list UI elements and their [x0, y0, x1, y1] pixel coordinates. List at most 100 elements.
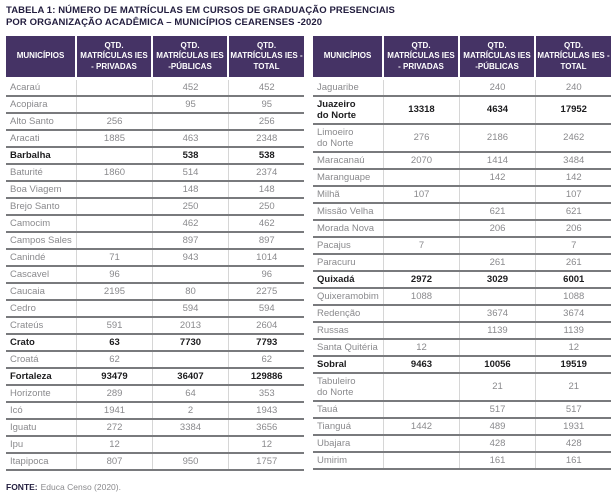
qtd-total-cell: 21: [534, 372, 611, 402]
qtd-total-cell: 261: [534, 253, 611, 272]
qtd-total-cell: 1943: [227, 401, 304, 420]
qtd-privadas-cell: 9463: [382, 355, 459, 374]
qtd-publicas-cell: 538: [151, 146, 228, 165]
table-row: Tianguá 1442 489 1931: [313, 417, 611, 436]
municipality-cell: Santa Quitéria: [313, 338, 383, 357]
table-row: Santa Quitéria 12 12: [313, 338, 611, 357]
table-row: Cedro 594 594: [6, 299, 304, 318]
qtd-publicas-cell: 462: [151, 214, 228, 233]
qtd-privadas-cell: [382, 253, 459, 272]
municipality-cell: Croatá: [6, 350, 76, 369]
table-row: Boa Viagem 148 148: [6, 180, 304, 199]
col-header-ies-privadas: QTD. MATRÍCULAS IES - PRIVADAS: [75, 35, 152, 80]
qtd-total-cell: 161: [534, 451, 611, 470]
table-row: Fortaleza 93479 36407 129886: [6, 367, 304, 386]
col-header-municipios: MUNICÍPIOS: [313, 35, 383, 80]
table-row: Maracanaú 2070 1414 3484: [313, 151, 611, 170]
header-row: MUNICÍPIOS QTD. MATRÍCULAS IES - PRIVADA…: [313, 35, 611, 80]
qtd-privadas-cell: [382, 434, 459, 453]
qtd-publicas-cell: 80: [151, 282, 228, 301]
qtd-privadas-cell: 1442: [382, 417, 459, 436]
qtd-publicas-cell: 2186: [458, 123, 535, 153]
table-row: Umirim 161 161: [313, 451, 611, 470]
table-row: Cascavel 96 96: [6, 265, 304, 284]
municipality-cell: Acaraú: [6, 78, 76, 97]
municipality-cell: Acopiara: [6, 95, 76, 114]
qtd-total-cell: 621: [534, 202, 611, 221]
qtd-privadas-cell: 1860: [75, 163, 152, 182]
qtd-total-cell: 240: [534, 78, 611, 97]
qtd-total-cell: 12: [534, 338, 611, 357]
right-table: MUNICÍPIOS QTD. MATRÍCULAS IES - PRIVADA…: [313, 35, 611, 470]
table-row: Juazeiro do Norte 13318 4634 17952: [313, 95, 611, 125]
table-row: Icó 1941 2 1943: [6, 401, 304, 420]
table-row: Caucaia 2195 80 2275: [6, 282, 304, 301]
municipality-cell: Horizonte: [6, 384, 76, 403]
table-row: Crateús 591 2013 2604: [6, 316, 304, 335]
municipality-cell: Paracuru: [313, 253, 383, 272]
municipality-cell: Crato: [6, 333, 76, 352]
qtd-total-cell: 107: [534, 185, 611, 204]
qtd-publicas-cell: [151, 350, 228, 369]
qtd-privadas-cell: [75, 95, 152, 114]
qtd-publicas-cell: 594: [151, 299, 228, 318]
municipality-cell: Tianguá: [313, 417, 383, 436]
municipality-cell: Camocim: [6, 214, 76, 233]
qtd-privadas-cell: 256: [75, 112, 152, 131]
qtd-total-cell: 1931: [534, 417, 611, 436]
qtd-publicas-cell: 250: [151, 197, 228, 216]
municipality-cell: Milhã: [313, 185, 383, 204]
qtd-publicas-cell: 3674: [458, 304, 535, 323]
table-row: Brejo Santo 250 250: [6, 197, 304, 216]
qtd-total-cell: 142: [534, 168, 611, 187]
qtd-publicas-cell: 21: [458, 372, 535, 402]
table-row: Ipu 12 12: [6, 435, 304, 454]
right-table-body: Jaguaribe 240 240 Juazeiro do Norte 13318 463…: [313, 78, 611, 470]
municipality-cell: Jaguaribe: [313, 78, 383, 97]
qtd-publicas-cell: 240: [458, 78, 535, 97]
table-row: Quixeramobim 1088 1088: [313, 287, 611, 306]
qtd-publicas-cell: 2013: [151, 316, 228, 335]
qtd-total-cell: 3656: [227, 418, 304, 437]
municipality-cell: Cedro: [6, 299, 76, 318]
table-row: Campos Sales 897 897: [6, 231, 304, 250]
qtd-publicas-cell: 2: [151, 401, 228, 420]
source-note: FONTE: Educa Censo (2020).: [6, 482, 610, 492]
table-row: Baturité 1860 514 2374: [6, 163, 304, 182]
qtd-total-cell: 353: [227, 384, 304, 403]
municipality-cell: Crateús: [6, 316, 76, 335]
qtd-publicas-cell: 3384: [151, 418, 228, 437]
qtd-publicas-cell: [151, 435, 228, 454]
qtd-privadas-cell: [382, 168, 459, 187]
qtd-total-cell: 1088: [534, 287, 611, 306]
qtd-publicas-cell: 10056: [458, 355, 535, 374]
qtd-privadas-cell: [382, 304, 459, 323]
table-row: Morada Nova 206 206: [313, 219, 611, 238]
municipality-cell: Barbalha: [6, 146, 76, 165]
left-table-body: Acaraú 452 452 Acopiara 95 95 Alto Santo 256 256…: [6, 78, 304, 471]
left-table: MUNICÍPIOS QTD. MATRÍCULAS IES - PRIVADA…: [6, 35, 304, 471]
municipality-cell: Aracati: [6, 129, 76, 148]
qtd-total-cell: 129886: [227, 367, 304, 386]
table-row: Ubajara 428 428: [313, 434, 611, 453]
qtd-total-cell: 3484: [534, 151, 611, 170]
qtd-publicas-cell: 142: [458, 168, 535, 187]
qtd-privadas-cell: [75, 197, 152, 216]
table-row: Crato 63 7730 7793: [6, 333, 304, 352]
col-header-ies-privadas: QTD. MATRÍCULAS IES - PRIVADAS: [382, 35, 459, 80]
qtd-publicas-cell: [151, 265, 228, 284]
qtd-privadas-cell: [75, 214, 152, 233]
municipality-cell: Alto Santo: [6, 112, 76, 131]
qtd-publicas-cell: 463: [151, 129, 228, 148]
qtd-privadas-cell: 62: [75, 350, 152, 369]
qtd-publicas-cell: 7730: [151, 333, 228, 352]
municipality-cell: Russas: [313, 321, 383, 340]
table-row: Aracati 1885 463 2348: [6, 129, 304, 148]
table-row: Maranguape 142 142: [313, 168, 611, 187]
qtd-privadas-cell: [382, 78, 459, 97]
qtd-publicas-cell: [458, 338, 535, 357]
source-label: FONTE:: [6, 481, 38, 492]
qtd-privadas-cell: [382, 219, 459, 238]
qtd-total-cell: 3674: [534, 304, 611, 323]
qtd-publicas-cell: 950: [151, 452, 228, 471]
